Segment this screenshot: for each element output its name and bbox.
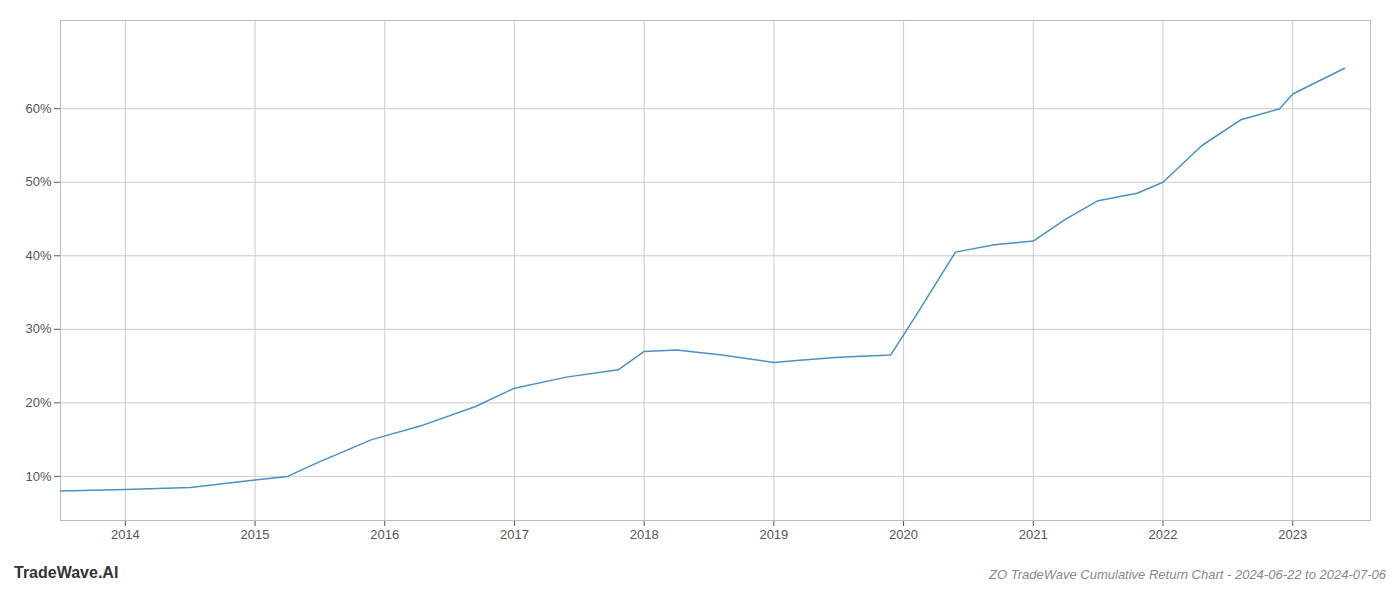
svg-text:2018: 2018 — [630, 527, 659, 542]
svg-text:2015: 2015 — [241, 527, 270, 542]
svg-text:2016: 2016 — [370, 527, 399, 542]
svg-text:20%: 20% — [25, 395, 51, 410]
svg-text:2022: 2022 — [1149, 527, 1178, 542]
svg-text:60%: 60% — [25, 101, 51, 116]
svg-text:2020: 2020 — [889, 527, 918, 542]
svg-text:2023: 2023 — [1278, 527, 1307, 542]
svg-text:2021: 2021 — [1019, 527, 1048, 542]
svg-text:2017: 2017 — [500, 527, 529, 542]
svg-text:40%: 40% — [25, 248, 51, 263]
svg-text:10%: 10% — [25, 469, 51, 484]
html-text:TradeWave.AI: TradeWave.AI — [14, 564, 119, 581]
svg-text:2014: 2014 — [111, 527, 140, 542]
html-text:ZO TradeWave Cumulative Return: ZO TradeWave Cumulative Return Chart - 2… — [989, 567, 1386, 582]
svg-text:30%: 30% — [25, 321, 51, 336]
svg-text:50%: 50% — [25, 174, 51, 189]
svg-text:2019: 2019 — [759, 527, 788, 542]
